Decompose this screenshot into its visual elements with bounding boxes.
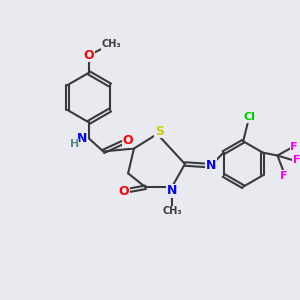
Text: N: N [77,132,88,145]
Text: N: N [167,184,177,197]
Text: O: O [122,134,133,147]
Text: S: S [155,124,164,138]
Text: F: F [290,142,298,152]
Text: CH₃: CH₃ [162,206,182,217]
Text: N: N [206,159,216,172]
Text: O: O [83,49,94,62]
Text: O: O [118,185,129,198]
Text: F: F [280,171,288,181]
Text: F: F [292,155,300,165]
Text: H: H [70,139,79,149]
Text: Cl: Cl [243,112,255,122]
Text: CH₃: CH₃ [102,39,121,49]
